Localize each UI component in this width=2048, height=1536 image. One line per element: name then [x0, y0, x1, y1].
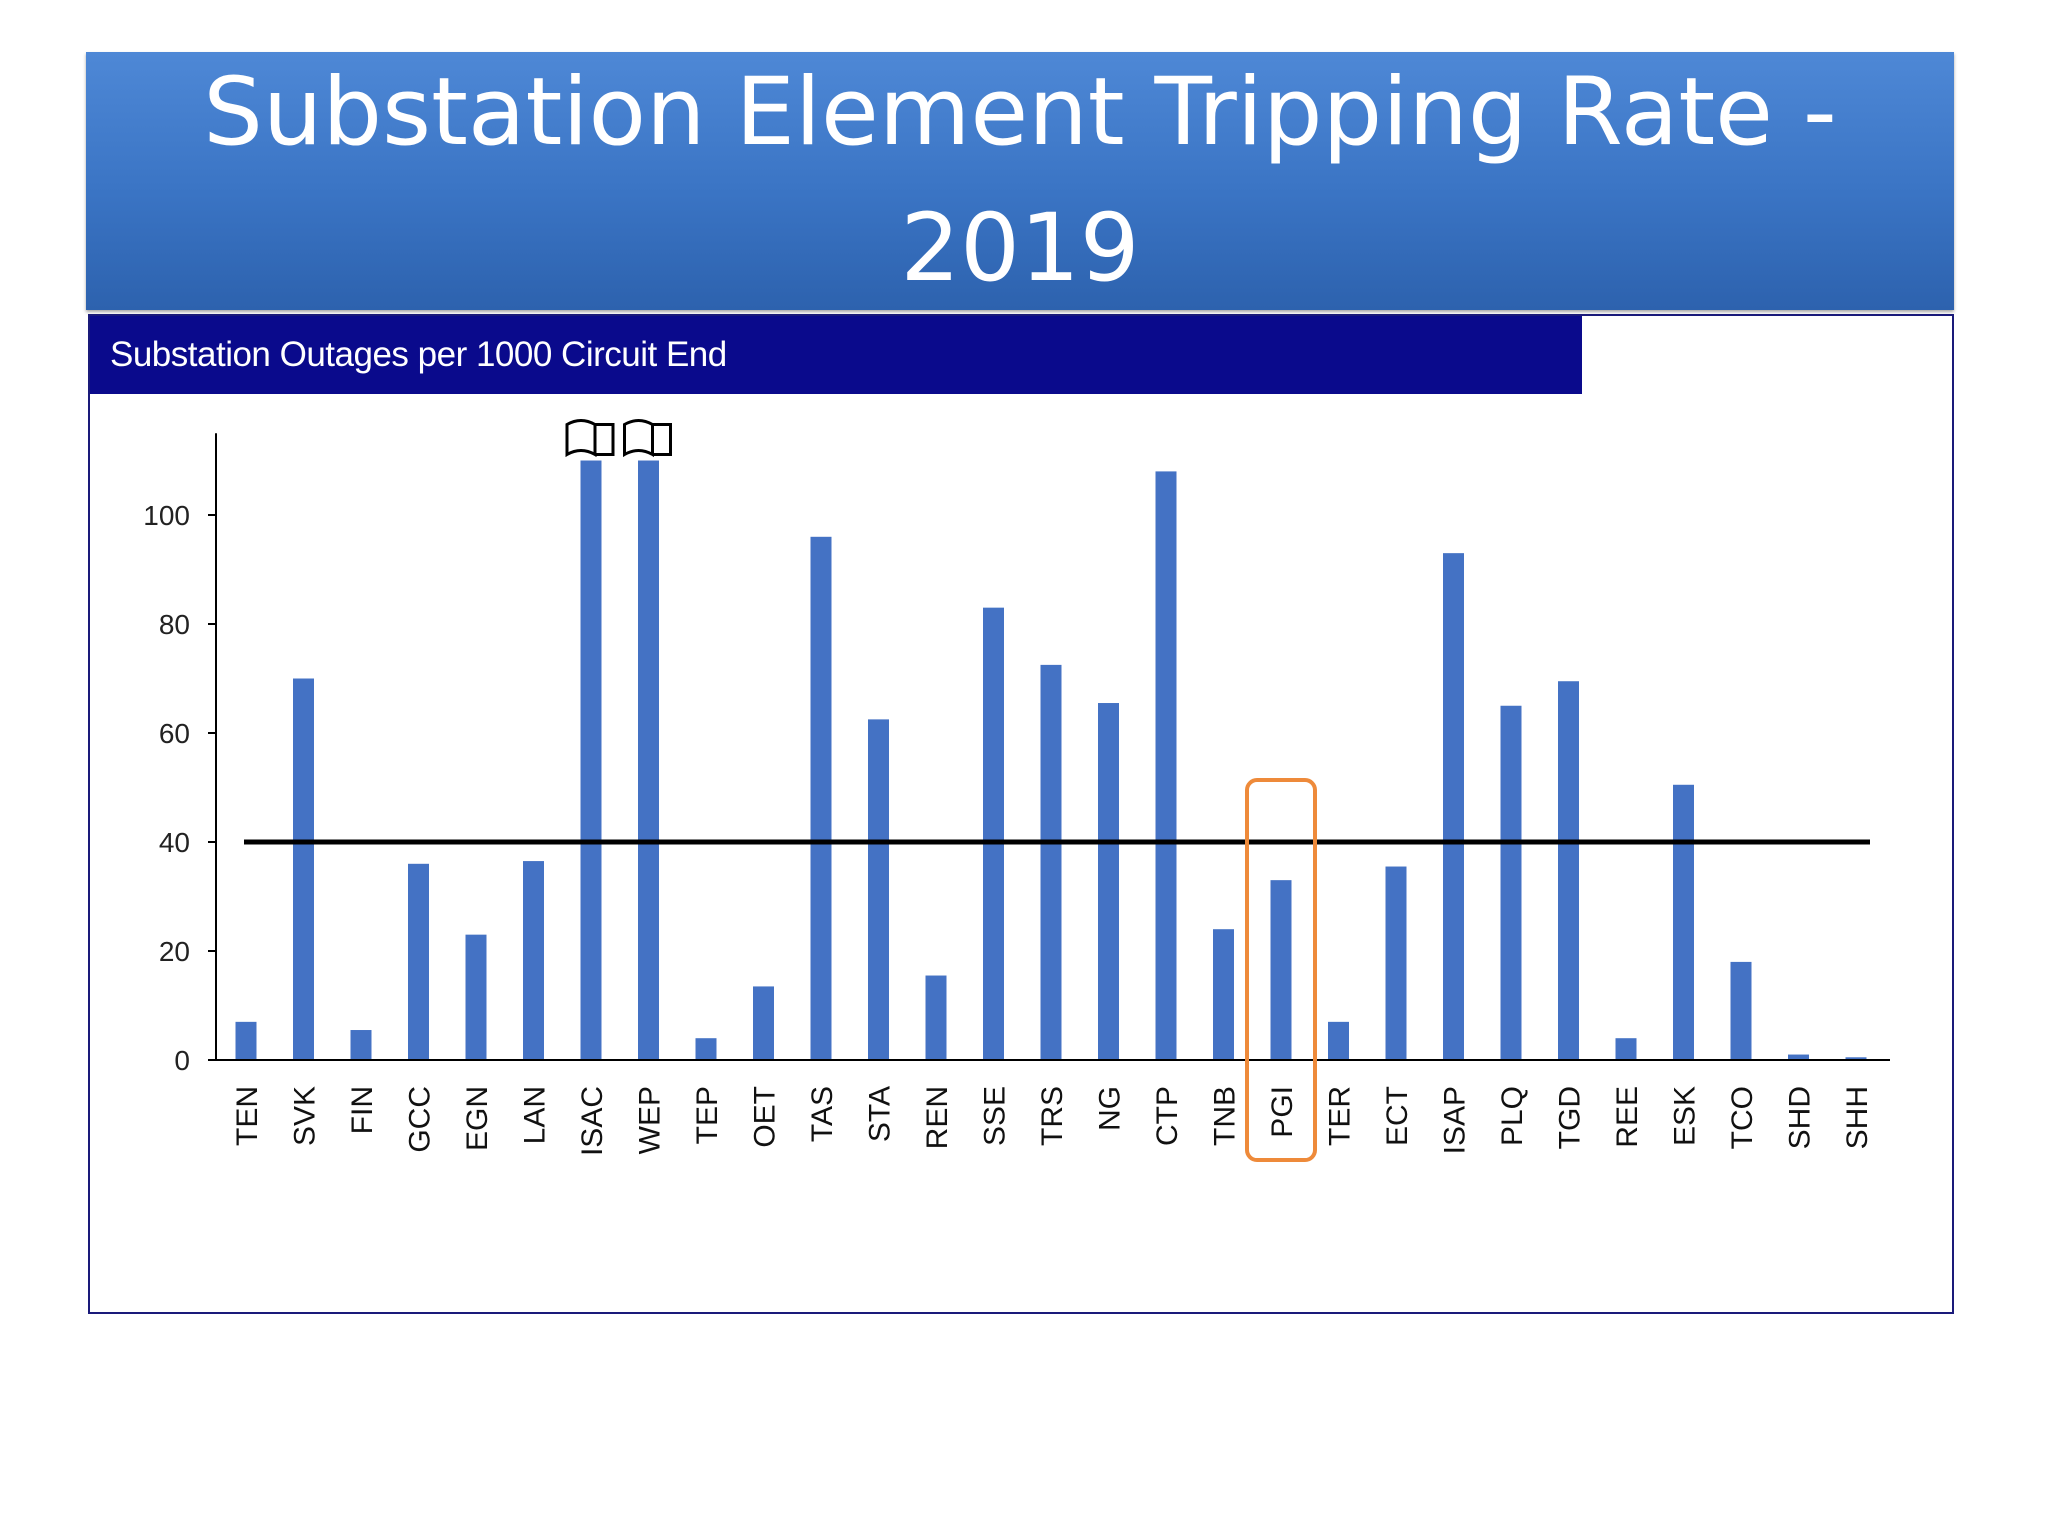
x-tick-label: FIN	[346, 1086, 379, 1134]
x-tick-label: REN	[921, 1086, 954, 1149]
bar-tgd	[1558, 681, 1579, 1060]
bar-shh	[1845, 1057, 1867, 1060]
x-tick-label: PLQ	[1496, 1086, 1529, 1146]
bar-chart: 0 20 40 60 80 100 TEN SVK FIN GCC EGN LAN ISAC WEP TE…	[143, 419, 1890, 1163]
bar-ter	[1328, 1021, 1349, 1060]
bar-trs	[1040, 664, 1062, 1060]
x-tick-label: TCO	[1726, 1086, 1759, 1149]
bar-tco	[1730, 961, 1752, 1060]
x-tick-label: TRS	[1036, 1086, 1069, 1146]
x-tick-label: TEP	[691, 1086, 724, 1144]
bar-gcc	[408, 863, 429, 1060]
x-tick-label: REE	[1611, 1086, 1644, 1148]
x-tick-label: ISAP	[1439, 1086, 1472, 1154]
bar-wep	[638, 460, 659, 1060]
bar-pgi	[1270, 880, 1292, 1060]
slide-title: Substation Element Tripping Rate - 2019	[203, 58, 1837, 303]
x-tick-label: SHD	[1784, 1086, 1817, 1149]
chart-title: Substation Outages per 1000 Circuit End	[90, 316, 1582, 394]
x-tick-label: SVK	[289, 1086, 322, 1146]
x-tick-label: TER	[1324, 1086, 1357, 1146]
bar-shd	[1788, 1054, 1809, 1060]
x-tick-label: NG	[1094, 1086, 1127, 1131]
x-tick-label: OET	[749, 1086, 782, 1148]
bar-ren	[925, 975, 947, 1060]
x-tick-label: WEP	[634, 1086, 667, 1154]
bar-svk	[293, 678, 314, 1060]
y-tick-label: 60	[159, 718, 190, 749]
x-tick-label: EGN	[461, 1086, 494, 1151]
x-tick-label: TNB	[1209, 1086, 1242, 1146]
bar-isac	[580, 460, 602, 1060]
highlight-box	[1245, 778, 1317, 1163]
y-tick-label: 80	[159, 609, 190, 640]
bar-tas	[810, 536, 832, 1060]
bar-ng	[1098, 703, 1119, 1060]
bar-esk	[1673, 784, 1694, 1060]
bar-oet	[753, 986, 774, 1060]
bar-ten	[235, 1021, 257, 1060]
bar-plq	[1500, 705, 1522, 1060]
bar-sse	[983, 607, 1004, 1060]
x-tick-label: SHH	[1841, 1086, 1874, 1149]
x-tick-label: TEN	[231, 1086, 264, 1146]
x-tick-label: PGI	[1266, 1086, 1299, 1138]
bar-fin	[350, 1030, 372, 1060]
x-tick-label: GCC	[404, 1086, 437, 1153]
x-tick-label: ISAC	[576, 1086, 609, 1156]
x-tick-label: CTP	[1151, 1086, 1184, 1146]
bar-egn	[465, 934, 487, 1060]
bar-isap	[1443, 553, 1464, 1060]
truncation-marker-wep	[623, 419, 672, 458]
bar-ree	[1615, 1038, 1637, 1060]
chart-frame: 0 20 40 60 80 100 TEN SVK FIN GCC EGN LAN ISAC WEP TE…	[88, 314, 1954, 1314]
slide-title-bar: Substation Element Tripping Rate - 2019	[86, 52, 1954, 310]
bar-lan	[523, 861, 544, 1060]
x-tick-label: LAN	[519, 1086, 552, 1144]
y-tick-label: 0	[174, 1045, 190, 1076]
x-tick-label: ECT	[1381, 1086, 1414, 1146]
bar-sta	[868, 719, 889, 1060]
y-tick-label: 20	[159, 936, 190, 967]
x-tick-label: SSE	[979, 1086, 1012, 1146]
bar-tep	[695, 1038, 717, 1060]
bar-ctp	[1155, 471, 1177, 1060]
x-tick-label: TGD	[1554, 1086, 1587, 1149]
bar-tnb	[1213, 929, 1234, 1060]
bar-ect	[1385, 866, 1407, 1060]
y-tick-label: 100	[143, 500, 190, 531]
y-tick-label: 40	[159, 827, 190, 858]
x-tick-label: STA	[864, 1086, 897, 1142]
x-tick-label: ESK	[1669, 1086, 1702, 1146]
x-tick-label: TAS	[806, 1086, 839, 1142]
truncation-marker-isac	[565, 419, 615, 458]
